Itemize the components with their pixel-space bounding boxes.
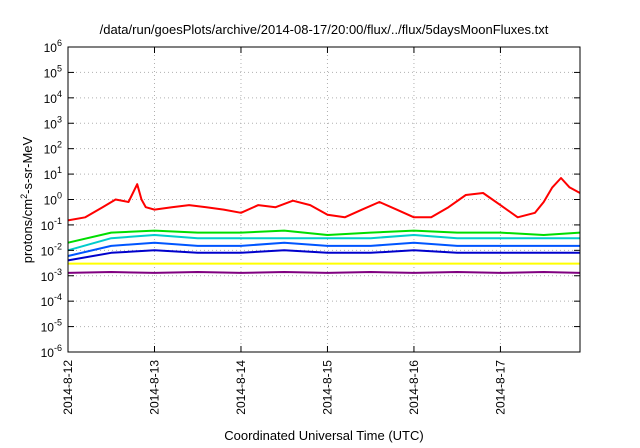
x-tick-label: 2014-8-16	[407, 360, 421, 415]
y-tick-label: 101	[44, 165, 62, 182]
series-line-4	[67, 249, 580, 262]
y-tick-label: 105	[44, 63, 62, 80]
y-tick-label: 10-4	[41, 292, 62, 309]
y-tick-label: 102	[44, 140, 62, 157]
x-tick-label: 2014-8-15	[320, 360, 334, 415]
y-tick-label: 103	[44, 114, 62, 131]
y-tick-labels: 10-6 10-5 10-4 10-3 10-2 10-1 100 101 102 103 104 1…	[41, 38, 62, 360]
x-axis-label: Coordinated Universal Time (UTC)	[224, 428, 423, 443]
series-line-6	[67, 271, 581, 274]
y-tick-label: 10-2	[41, 241, 62, 258]
x-tick-labels: 2014-8-12 2014-8-13 2014-8-14 2014-8-15 2014…	[61, 360, 507, 415]
x-tick-label: 2014-8-12	[61, 360, 75, 415]
x-tick-label: 2014-8-17	[493, 360, 507, 415]
axes-frame	[67, 46, 581, 353]
y-tick-label: 10-6	[41, 343, 62, 360]
y-tick-label: 10-1	[41, 216, 62, 233]
series-line-3	[67, 241, 580, 257]
y-tick-label: 10-3	[41, 267, 62, 284]
y-tick-label: 104	[44, 89, 62, 106]
y-tick-label: 106	[44, 38, 62, 55]
plot-frame	[67, 46, 581, 353]
x-tick-label: 2014-8-13	[147, 360, 161, 415]
y-tick-label: 10-5	[41, 318, 62, 335]
series-line-0	[67, 177, 581, 222]
x-tick-label: 2014-8-14	[234, 360, 248, 415]
series-line-2	[67, 234, 580, 252]
y-tick-label: 100	[44, 191, 62, 208]
chart-title: /data/run/goesPlots/archive/2014-08-17/2…	[100, 22, 549, 37]
series-line-1	[67, 229, 581, 244]
data-series	[67, 177, 581, 274]
y-axis-label: protons/cm2-s-sr-MeV	[19, 136, 35, 263]
grid-lines	[68, 47, 580, 352]
